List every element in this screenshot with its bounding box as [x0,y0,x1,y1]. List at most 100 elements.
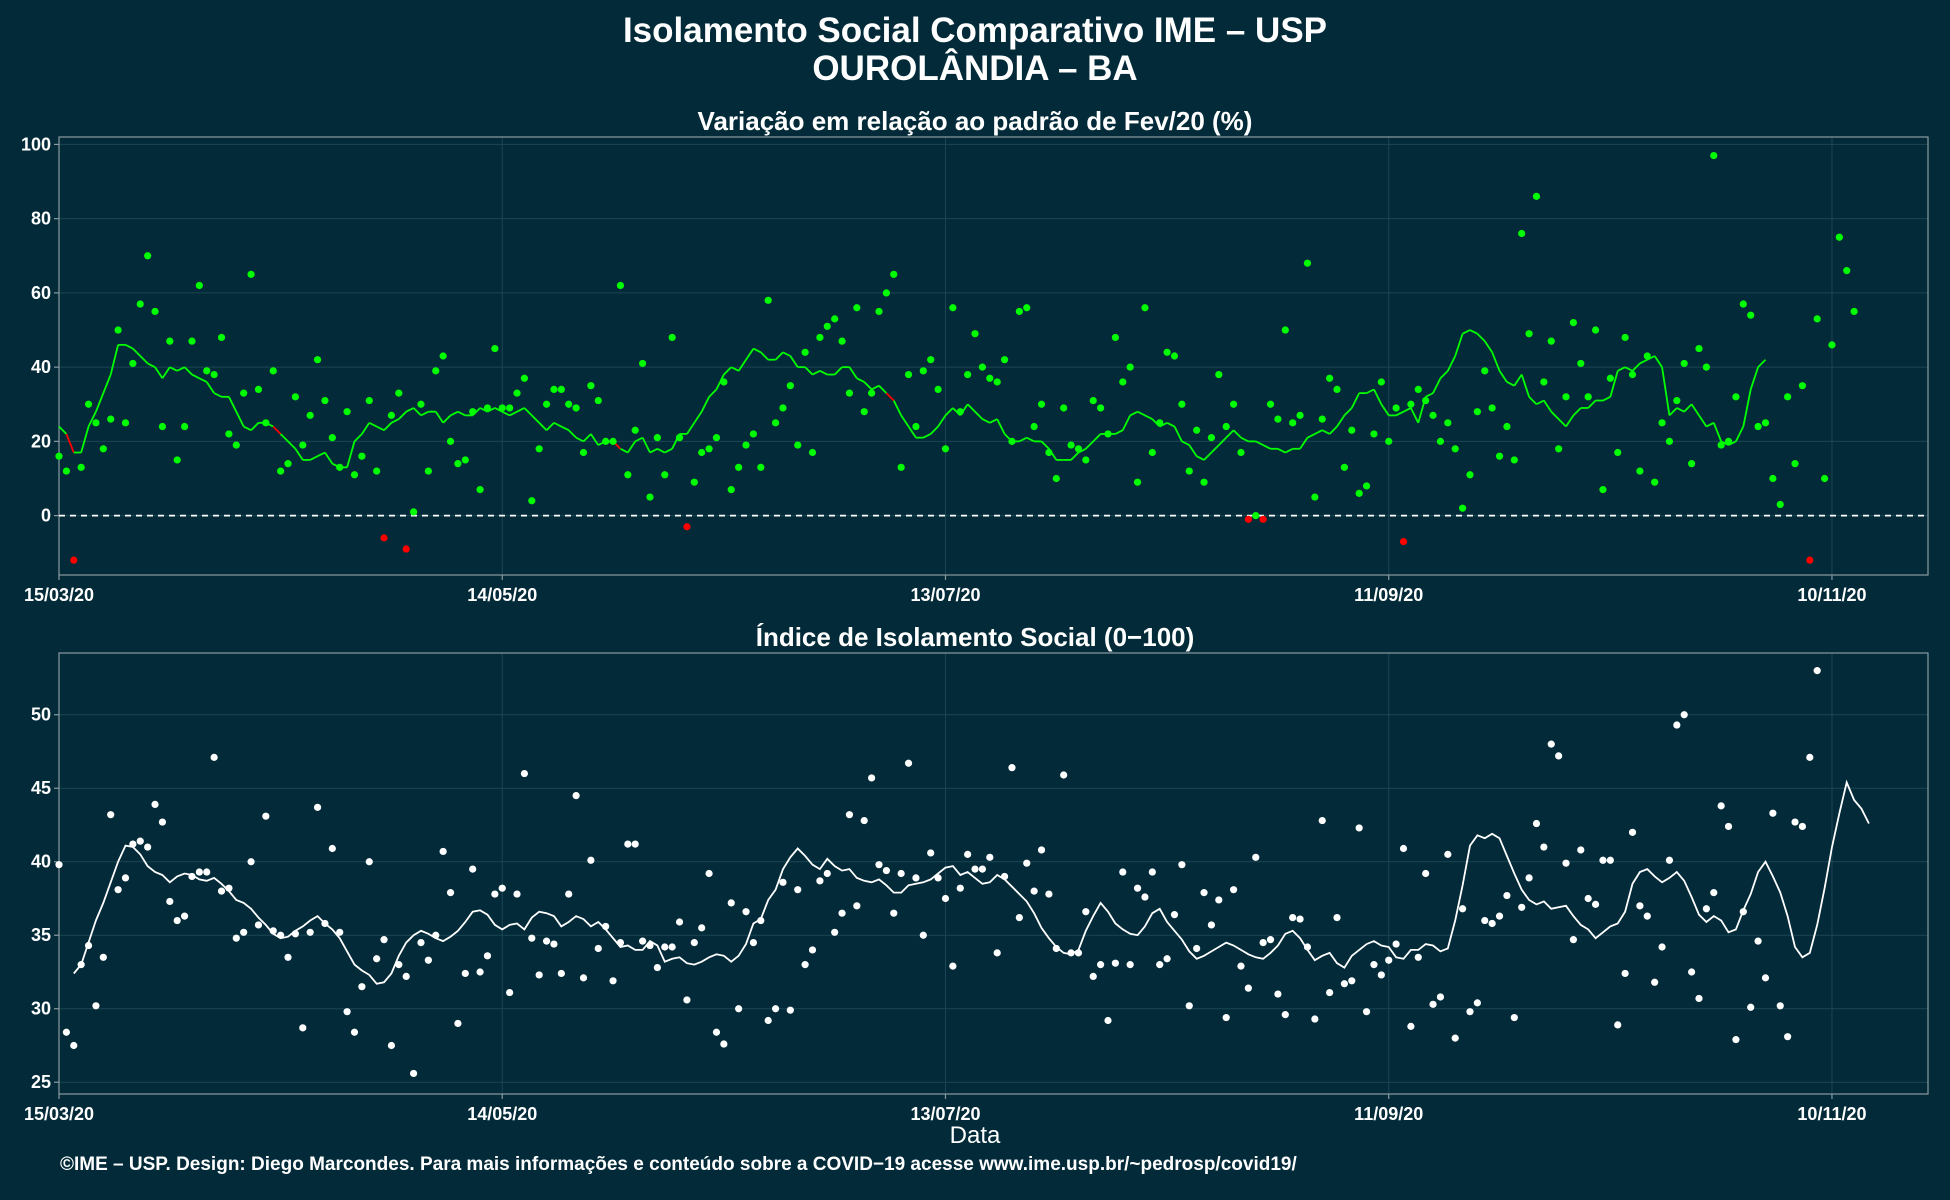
data-point [1495,912,1504,920]
data-point [742,908,750,916]
trend-line-segment [317,451,326,458]
data-point [1806,556,1814,564]
data-point [845,811,854,819]
data-point [868,774,876,782]
data-point [136,837,144,845]
trend-line-segment [1166,422,1175,428]
data-point [99,445,107,453]
data-point [180,422,189,431]
data-point [1252,512,1260,520]
data-point [365,396,373,405]
data-point [602,437,610,445]
data-point [838,337,846,345]
data-point [565,400,573,408]
data-point [1614,448,1622,457]
data-point [1274,990,1282,998]
data-point [1614,1021,1622,1029]
data-point [454,460,462,468]
data-point [1776,1002,1784,1010]
trend-line-segment [324,452,334,465]
data-point [949,962,957,970]
data-point [513,389,521,397]
data-point [587,856,595,864]
data-point [336,463,344,471]
trend-line-segment [250,422,260,431]
data-point [675,918,684,926]
data-point [262,812,270,820]
data-point [794,886,802,894]
trend-line-segment [1698,414,1708,428]
data-point [446,437,455,445]
data-point [712,1028,721,1036]
trend-line-segment [1218,437,1227,446]
data-point [1060,771,1068,779]
data-point [1156,419,1164,427]
data-point [1252,853,1260,861]
y-tick-label: 40 [31,852,51,872]
data-point [764,296,772,304]
trend-line-segment [1307,433,1316,439]
data-point [971,865,979,873]
trend-line-segment [1144,414,1153,420]
x-tick-label: 15/03/20 [24,585,94,605]
data-point [1229,400,1238,408]
data-point [1732,1036,1740,1044]
data-point [1185,1002,1193,1010]
trend-line-segment [1742,389,1752,427]
trend-line-segment [1536,399,1545,406]
trend-line-segment [1018,436,1028,443]
data-point [247,270,255,278]
data-point [1023,304,1031,312]
data-point [1170,911,1179,919]
trend-line-segment [1196,455,1205,461]
data-point [587,382,595,390]
data-point [173,456,181,464]
data-point [1000,872,1009,881]
data-point [417,400,425,408]
y-tick-label: 20 [31,431,51,451]
data-point [528,497,536,505]
data-point [698,448,706,457]
data-point [609,437,617,445]
data-point [476,968,484,976]
data-point [1178,400,1186,408]
data-point [1326,374,1334,382]
data-point [1695,994,1703,1003]
data-point [631,840,639,848]
data-point [904,759,913,767]
data-point [720,378,728,386]
data-point [1097,404,1105,412]
trend-line-segment [871,384,880,391]
data-point [557,969,565,978]
data-point [808,946,817,954]
trend-line-segment [1676,407,1685,413]
data-point [1688,968,1696,976]
data-point [1311,493,1319,501]
data-point [1429,411,1437,419]
trend-line-segment [812,370,821,376]
data-point [542,400,551,408]
x-tick-label: 14/05/20 [467,585,537,605]
data-point [646,493,654,501]
data-point [690,478,698,486]
data-point [771,419,780,427]
trend-line-segment [279,433,289,443]
data-point [321,919,329,928]
data-point [639,359,647,368]
trend-line-segment [1624,366,1633,372]
data-point [757,463,765,471]
trend-line-segment [1114,429,1124,435]
data-point [417,938,425,947]
data-point [1850,307,1858,316]
data-point [941,445,950,453]
data-point [1326,988,1334,997]
data-point [1023,859,1031,867]
data-point [801,961,809,969]
data-point [1806,753,1814,761]
data-point [1362,1008,1371,1016]
trend-line-segment [1528,396,1538,405]
data-point [690,938,698,947]
data-point [683,523,691,531]
data-point [978,363,987,371]
